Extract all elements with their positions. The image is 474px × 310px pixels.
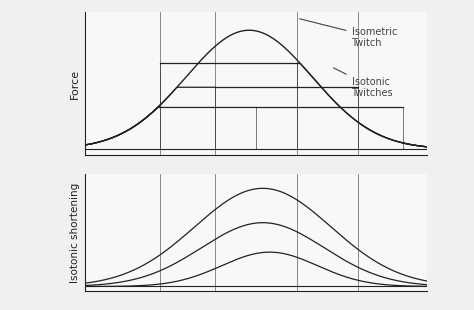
Y-axis label: Isotonic shortening: Isotonic shortening [70, 182, 80, 283]
Y-axis label: Force: Force [70, 69, 80, 99]
Text: Isotonic
Twitches: Isotonic Twitches [334, 68, 393, 98]
Text: Isometric
Twitch: Isometric Twitch [300, 19, 397, 48]
